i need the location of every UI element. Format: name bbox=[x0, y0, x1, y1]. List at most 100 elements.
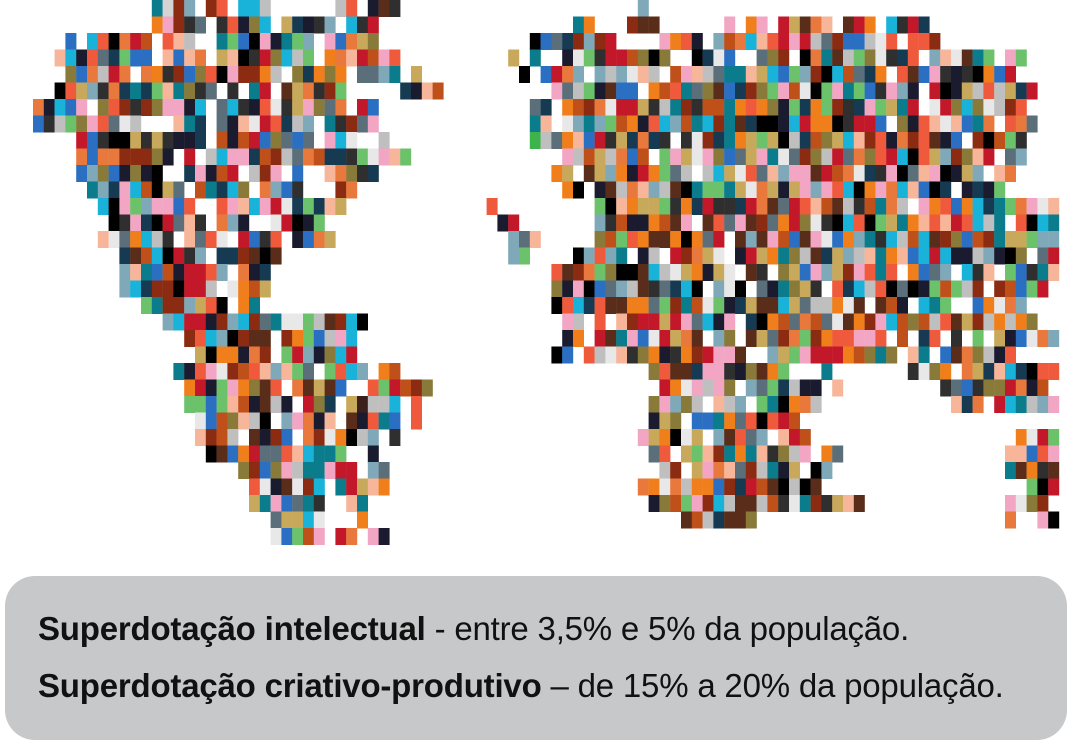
map-tile bbox=[886, 33, 898, 50]
map-tile bbox=[605, 132, 617, 149]
map-tile bbox=[335, 82, 347, 100]
map-tile bbox=[551, 346, 563, 364]
map-tile bbox=[195, 247, 206, 265]
map-tile bbox=[843, 346, 854, 364]
map-tile bbox=[659, 297, 671, 314]
map-tile bbox=[799, 49, 811, 67]
map-tile bbox=[184, 49, 196, 67]
map-tile bbox=[119, 198, 131, 215]
map-tile bbox=[778, 462, 790, 479]
map-tile bbox=[357, 495, 368, 512]
map-tile bbox=[227, 280, 239, 298]
map-tile bbox=[778, 148, 790, 166]
map-tile bbox=[951, 49, 962, 67]
map-tile bbox=[897, 280, 908, 298]
map-tile bbox=[1015, 313, 1027, 331]
map-tile bbox=[627, 16, 638, 34]
map-tile bbox=[994, 297, 1006, 314]
map-tile bbox=[821, 231, 833, 248]
map-tile bbox=[292, 165, 304, 182]
map-tile bbox=[756, 363, 768, 380]
map-tile bbox=[972, 264, 984, 281]
map-tile bbox=[864, 346, 876, 364]
map-tile bbox=[627, 82, 638, 100]
map-tile bbox=[897, 214, 908, 232]
map-tile bbox=[972, 66, 984, 83]
map-tile bbox=[637, 330, 649, 347]
map-tile bbox=[562, 66, 574, 83]
map-tile bbox=[551, 82, 563, 100]
map-tile bbox=[1005, 132, 1016, 149]
map-tile bbox=[540, 132, 552, 149]
map-tile bbox=[713, 132, 725, 149]
map-tile bbox=[249, 148, 260, 166]
map-tile bbox=[249, 379, 260, 397]
map-tile bbox=[994, 247, 1006, 265]
map-tile bbox=[313, 346, 325, 364]
map-tile bbox=[789, 115, 800, 133]
map-tile bbox=[659, 346, 671, 364]
map-tile bbox=[1005, 66, 1016, 83]
map-tile bbox=[616, 181, 628, 199]
map-tile bbox=[648, 16, 660, 34]
map-tile bbox=[162, 280, 174, 298]
map-tile bbox=[702, 379, 714, 397]
map-tile bbox=[605, 148, 617, 166]
map-tile bbox=[259, 198, 271, 215]
map-tile bbox=[832, 495, 844, 512]
map-tile bbox=[659, 231, 671, 248]
map-tile bbox=[87, 82, 98, 100]
map-tile bbox=[303, 231, 314, 248]
map-tile bbox=[259, 33, 271, 50]
map-tile bbox=[184, 313, 196, 331]
map-tile bbox=[249, 429, 260, 446]
map-tile bbox=[810, 49, 822, 67]
map-tile bbox=[594, 247, 606, 265]
map-tile bbox=[519, 231, 530, 248]
map-tile bbox=[681, 99, 692, 116]
map-tile bbox=[702, 297, 714, 314]
map-tile bbox=[540, 115, 552, 133]
map-tile bbox=[303, 528, 314, 545]
map-tile bbox=[1015, 198, 1027, 215]
map-tile bbox=[961, 181, 973, 199]
map-tile bbox=[195, 82, 206, 100]
map-tile bbox=[821, 495, 833, 512]
map-tile bbox=[681, 82, 692, 100]
map-tile bbox=[141, 181, 152, 199]
map-tile bbox=[799, 66, 811, 83]
map-tile bbox=[313, 396, 325, 413]
map-tile bbox=[238, 231, 250, 248]
map-tile bbox=[778, 132, 790, 149]
map-tile bbox=[130, 115, 142, 133]
map-tile bbox=[259, 379, 271, 397]
map-tile bbox=[756, 330, 768, 347]
map-tile bbox=[1015, 462, 1027, 479]
map-tile bbox=[227, 445, 239, 463]
map-tile bbox=[562, 280, 574, 298]
map-tile bbox=[184, 66, 196, 83]
map-tile bbox=[670, 115, 682, 133]
map-tile bbox=[173, 247, 185, 265]
map-tile bbox=[702, 115, 714, 133]
map-tile bbox=[648, 214, 660, 232]
map-tile bbox=[1005, 231, 1016, 248]
map-tile bbox=[745, 313, 757, 331]
map-tile bbox=[681, 132, 692, 149]
map-tile bbox=[1015, 297, 1027, 314]
map-tile bbox=[940, 363, 952, 380]
map-tile bbox=[821, 49, 833, 67]
map-tile bbox=[897, 82, 908, 100]
map-tile bbox=[637, 264, 649, 281]
map-tile bbox=[799, 132, 811, 149]
map-tile bbox=[216, 33, 228, 50]
map-tile bbox=[961, 363, 973, 380]
map-tile bbox=[659, 462, 671, 479]
map-tile bbox=[702, 82, 714, 100]
map-tile bbox=[659, 198, 671, 215]
map-tile bbox=[562, 132, 574, 149]
map-tile bbox=[76, 82, 88, 100]
map-tile bbox=[573, 148, 584, 166]
map-tile bbox=[843, 280, 854, 298]
map-tile bbox=[907, 115, 919, 133]
